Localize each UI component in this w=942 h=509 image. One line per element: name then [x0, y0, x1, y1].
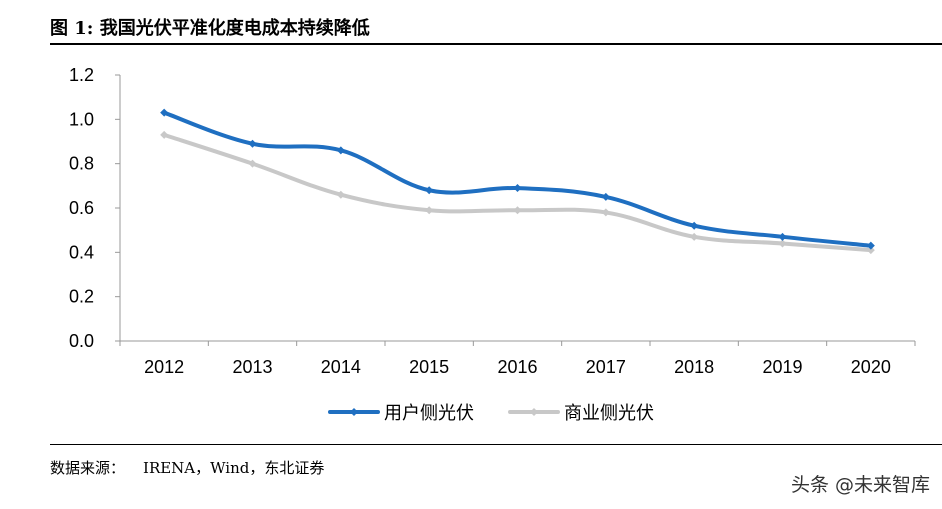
- x-tick-label: 2018: [674, 357, 714, 377]
- series-1-point: [248, 159, 257, 168]
- legend-swatch-marker: [530, 408, 538, 416]
- watermark-text: 头条 @未来智库: [790, 474, 930, 496]
- series-0-point: [160, 108, 169, 117]
- x-tick-label: 2020: [851, 357, 891, 377]
- series-0-point: [513, 184, 522, 193]
- legend-label: 用户侧光伏: [384, 403, 474, 424]
- x-tick-label: 2019: [762, 357, 802, 377]
- series-1-point: [336, 190, 345, 199]
- series-0-point: [248, 139, 257, 148]
- series-1-point: [778, 239, 787, 248]
- y-tick-label: 1.0: [69, 109, 94, 129]
- series-0-point: [690, 221, 699, 230]
- series-0-point: [778, 232, 787, 241]
- y-tick-label: 0.6: [69, 198, 94, 218]
- series-0-point: [601, 192, 610, 201]
- source-note: 数据来源： IRENA，Wind，东北证券: [50, 457, 342, 478]
- y-tick-label: 1.2: [69, 65, 94, 85]
- line-chart: 0.0 0.2 0.4 0.6 0.8 1.0 1.2 2012 2013 2014 2015 201…: [69, 65, 916, 424]
- x-tick-label: 2014: [321, 357, 361, 377]
- legend-swatch-marker: [350, 408, 358, 416]
- series-line-0: [162, 110, 873, 248]
- x-tick-label: 2015: [409, 357, 449, 377]
- x-tick-label: 2017: [586, 357, 626, 377]
- y-tick-label: 0.4: [69, 242, 94, 262]
- series-0-point: [866, 241, 875, 250]
- x-tick-label: 2016: [497, 357, 537, 377]
- series-1-point: [425, 206, 434, 215]
- series-1-point: [160, 130, 169, 139]
- source-rule: [50, 444, 942, 445]
- chart-legend: 用户侧光伏 商业侧光伏: [328, 403, 654, 424]
- series-0-point: [425, 186, 434, 195]
- title-rule: [50, 43, 942, 45]
- x-tick-label: 2012: [144, 357, 184, 377]
- series-1-point: [601, 208, 610, 217]
- y-tick-label: 0.8: [69, 154, 94, 174]
- legend-label: 商业侧光伏: [564, 403, 654, 424]
- series-1-point: [690, 232, 699, 241]
- series-1-point: [513, 206, 522, 215]
- series-1-point: [866, 246, 875, 255]
- series-0-point: [336, 146, 345, 155]
- figure-title: 图 1: 我国光伏平准化度电成本持续降低: [50, 18, 370, 39]
- y-tick-label: 0.2: [69, 287, 94, 307]
- source-text: IRENA，Wind，东北证券: [143, 459, 325, 477]
- y-tick-label: 0.0: [69, 331, 94, 351]
- series-line-1: [162, 132, 873, 253]
- chart-axes: 0.0 0.2 0.4 0.6 0.8 1.0 1.2 2012 2013 2014 2015 201…: [69, 65, 916, 377]
- chart-series: [160, 108, 875, 255]
- x-tick-label: 2013: [232, 357, 272, 377]
- source-label: 数据来源：: [50, 459, 126, 477]
